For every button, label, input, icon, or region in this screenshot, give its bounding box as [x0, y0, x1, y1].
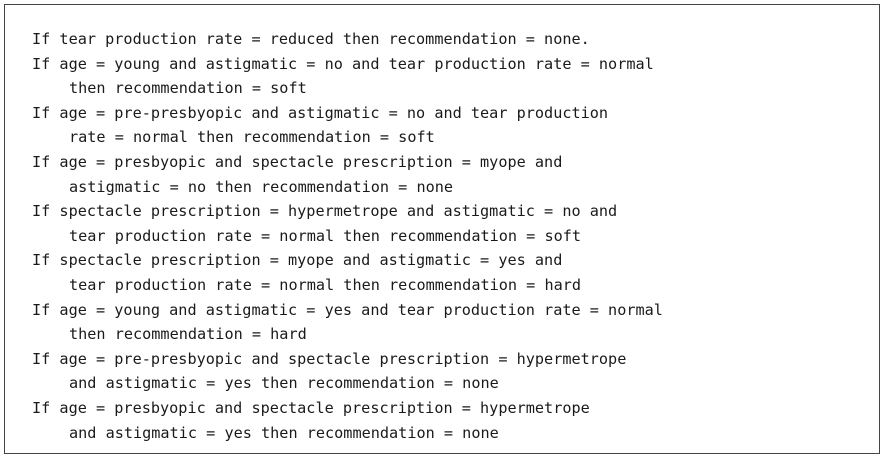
rule-continuation-line: tear production rate = normal then recom…	[69, 226, 582, 245]
rule-5: If spectacle prescription = hypermetrope…	[32, 199, 663, 248]
rule-line: If age = presbyopic and spectacle prescr…	[32, 398, 590, 417]
rule-line: If age = young and astigmatic = no and t…	[32, 54, 654, 73]
rule-continuation-line: tear production rate = normal then recom…	[69, 275, 582, 294]
rule-continuation-line: and astigmatic = yes then recommendation…	[69, 423, 499, 442]
rule-line: If age = young and astigmatic = yes and …	[32, 300, 663, 319]
rule-8: If age = pre-presbyopic and spectacle pr…	[32, 347, 663, 396]
rule-line: If age = pre-presbyopic and spectacle pr…	[32, 349, 627, 368]
rule-line: If spectacle prescription = myope and as…	[32, 251, 563, 270]
rule-line: If age = presbyopic and spectacle prescr…	[32, 152, 563, 171]
rule-7: If age = young and astigmatic = yes and …	[32, 298, 663, 347]
rule-2: If age = young and astigmatic = no and t…	[32, 52, 663, 101]
rule-9: If age = presbyopic and spectacle prescr…	[32, 396, 663, 445]
rule-line: If age = pre-presbyopic and astigmatic =…	[32, 103, 609, 122]
rule-continuation-line: then recommendation = hard	[69, 325, 307, 344]
rule-line: If spectacle prescription = hypermetrope…	[32, 202, 618, 221]
rule-continuation-line: astigmatic = no then recommendation = no…	[69, 177, 454, 196]
rule-continuation-line: rate = normal then recommendation = soft	[69, 128, 435, 147]
rule-3: If age = pre-presbyopic and astigmatic =…	[32, 101, 663, 150]
rules-box: If tear production rate = reduced then r…	[4, 4, 880, 454]
rule-1: If tear production rate = reduced then r…	[32, 27, 663, 52]
rule-6: If spectacle prescription = myope and as…	[32, 248, 663, 297]
rule-continuation-line: then recommendation = soft	[69, 79, 307, 98]
rule-list: If tear production rate = reduced then r…	[32, 27, 663, 445]
rule-line: If tear production rate = reduced then r…	[32, 30, 590, 48]
rule-continuation-line: and astigmatic = yes then recommendation…	[69, 374, 499, 393]
rule-4: If age = presbyopic and spectacle prescr…	[32, 150, 663, 199]
